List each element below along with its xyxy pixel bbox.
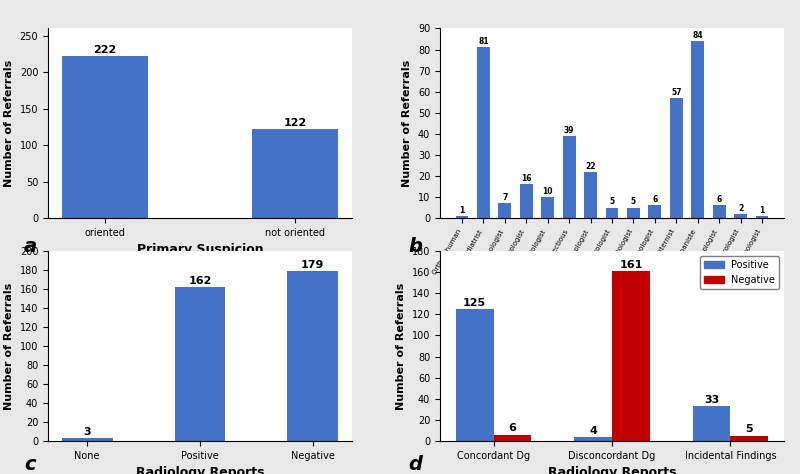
Text: 84: 84 [692,31,703,40]
Bar [691,41,704,218]
Bar [520,184,533,218]
Text: 1: 1 [459,206,465,215]
Text: 179: 179 [301,260,325,270]
Text: 6: 6 [717,195,722,204]
Text: 81: 81 [478,37,489,46]
Bar [627,208,640,218]
Text: 161: 161 [619,260,642,270]
Bar [456,216,469,218]
X-axis label: Radiology Reports: Radiology Reports [548,466,676,474]
Text: 125: 125 [463,298,486,308]
Bar [734,214,747,218]
Text: 16: 16 [521,174,531,183]
Text: 1: 1 [759,206,765,215]
Legend: Positive, Negative: Positive, Negative [700,256,779,289]
Bar [649,205,662,218]
Bar [562,136,575,218]
Bar [713,205,726,218]
Text: c: c [24,455,35,474]
Text: 10: 10 [542,187,553,196]
X-axis label: Radiology Reports: Radiology Reports [136,466,264,474]
Bar [62,56,147,218]
Text: 222: 222 [93,45,116,55]
Bar [574,437,612,441]
Bar [584,172,597,218]
Bar [542,197,554,218]
Text: 6: 6 [652,195,658,204]
Bar [498,203,511,218]
Text: 6: 6 [509,423,517,433]
Text: a: a [24,237,37,256]
Text: 5: 5 [610,198,614,207]
Text: d: d [408,455,422,474]
Bar [494,435,531,441]
Bar [606,208,618,218]
Bar [693,406,730,441]
X-axis label: Medical Spaciality: Medical Spaciality [549,292,675,305]
Text: 22: 22 [586,162,596,171]
Text: 5: 5 [746,425,754,435]
X-axis label: Primary Suspicion: Primary Suspicion [137,243,263,256]
Text: 162: 162 [188,276,212,286]
Y-axis label: Number of Referrals: Number of Referrals [4,60,14,187]
Bar [174,287,226,441]
Text: 33: 33 [704,395,719,405]
Bar [755,216,768,218]
Bar [477,47,490,218]
Text: 39: 39 [564,126,574,135]
Text: 4: 4 [589,426,597,436]
Bar [670,98,682,218]
Text: 122: 122 [284,118,307,128]
Bar [62,438,113,441]
Bar [612,271,650,441]
Bar [253,129,338,218]
Text: 2: 2 [738,204,743,213]
Bar [456,309,494,441]
Y-axis label: Number of Referrals: Number of Referrals [396,283,406,410]
Y-axis label: Number of Referrals: Number of Referrals [402,60,412,187]
Text: 7: 7 [502,193,507,202]
Bar [287,271,338,441]
Text: b: b [408,237,422,256]
Y-axis label: Number of Referrals: Number of Referrals [4,283,14,410]
Text: 57: 57 [671,88,682,97]
Text: 3: 3 [83,427,91,437]
Bar [730,436,768,441]
Text: 5: 5 [631,198,636,207]
